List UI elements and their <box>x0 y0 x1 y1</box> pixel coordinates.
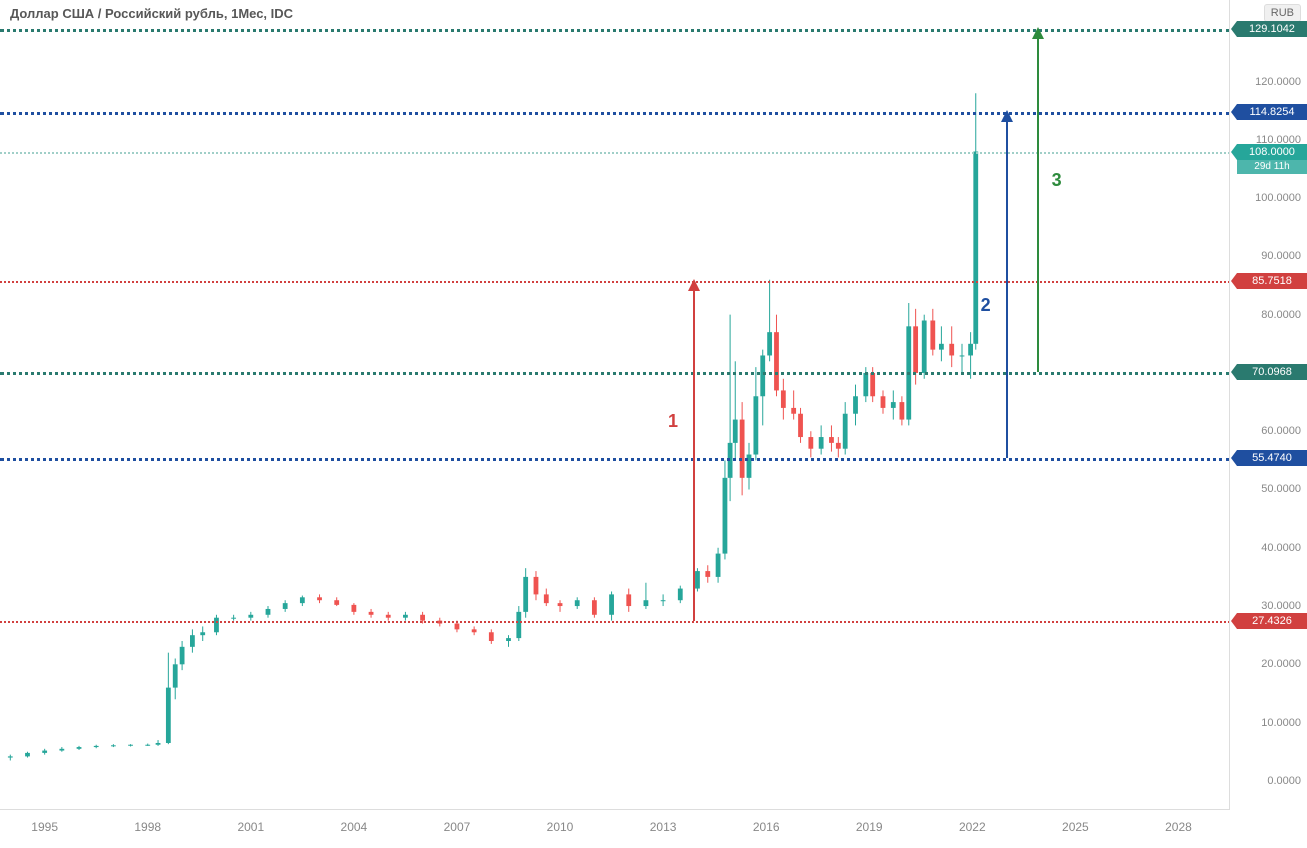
wave-label: 2 <box>981 295 991 316</box>
x-tick: 2022 <box>959 820 986 834</box>
wave-label: 1 <box>668 411 678 432</box>
x-tick: 2001 <box>237 820 264 834</box>
y-tick: 80.0000 <box>1261 309 1301 321</box>
y-axis: 0.0000 10.0000 20.0000 30.0000 40.0000 50.000… <box>1230 0 1307 810</box>
price-series <box>0 0 1230 810</box>
x-tick: 1998 <box>134 820 161 834</box>
x-axis: 1995 1998 2001 2004 2007 2010 2013 2016 2019 2022… <box>0 809 1230 848</box>
price-flag: 108.0000 <box>1237 144 1307 160</box>
x-tick: 2013 <box>650 820 677 834</box>
y-tick: 60.0000 <box>1261 425 1301 437</box>
price-flag: 27.4326 <box>1237 613 1307 629</box>
projection-arrow[interactable] <box>693 281 695 621</box>
price-flag: 129.1042 <box>1237 21 1307 37</box>
x-tick: 1995 <box>31 820 58 834</box>
y-tick: 100.0000 <box>1255 192 1301 204</box>
arrow-head-icon <box>688 279 700 291</box>
y-tick: 0.0000 <box>1267 775 1301 787</box>
x-tick: 2016 <box>753 820 780 834</box>
horizontal-level-line[interactable] <box>0 29 1230 32</box>
price-flag: 70.0968 <box>1237 364 1307 380</box>
price-flag: 55.4740 <box>1237 450 1307 466</box>
y-tick: 40.0000 <box>1261 542 1301 554</box>
x-tick: 2019 <box>856 820 883 834</box>
y-tick: 120.0000 <box>1255 76 1301 88</box>
projection-arrow[interactable] <box>1006 112 1008 458</box>
x-tick: 2004 <box>341 820 368 834</box>
y-tick: 50.0000 <box>1261 483 1301 495</box>
y-tick: 10.0000 <box>1261 717 1301 729</box>
projection-arrow[interactable] <box>1037 29 1039 373</box>
arrow-head-icon <box>1032 27 1044 39</box>
horizontal-level-line[interactable] <box>0 621 1230 623</box>
x-tick: 2010 <box>547 820 574 834</box>
countdown-flag: 29d 11h <box>1237 160 1307 174</box>
arrow-head-icon <box>1001 110 1013 122</box>
plot-area[interactable]: 1 2 3 <box>0 0 1230 810</box>
x-tick: 2028 <box>1165 820 1192 834</box>
x-tick: 2007 <box>444 820 471 834</box>
price-flag: 114.8254 <box>1237 104 1307 120</box>
y-tick: 90.0000 <box>1261 250 1301 262</box>
wave-label: 3 <box>1052 170 1062 191</box>
horizontal-level-line[interactable] <box>0 152 1230 154</box>
horizontal-level-line[interactable] <box>0 372 1230 375</box>
horizontal-level-line[interactable] <box>0 281 1230 283</box>
price-flag: 85.7518 <box>1237 273 1307 289</box>
horizontal-level-line[interactable] <box>0 112 1230 115</box>
x-tick: 2025 <box>1062 820 1089 834</box>
chart-container: Доллар США / Российский рубль, 1Мес, IDC… <box>0 0 1307 848</box>
y-tick: 30.0000 <box>1261 600 1301 612</box>
y-tick: 20.0000 <box>1261 658 1301 670</box>
horizontal-level-line[interactable] <box>0 458 1230 461</box>
